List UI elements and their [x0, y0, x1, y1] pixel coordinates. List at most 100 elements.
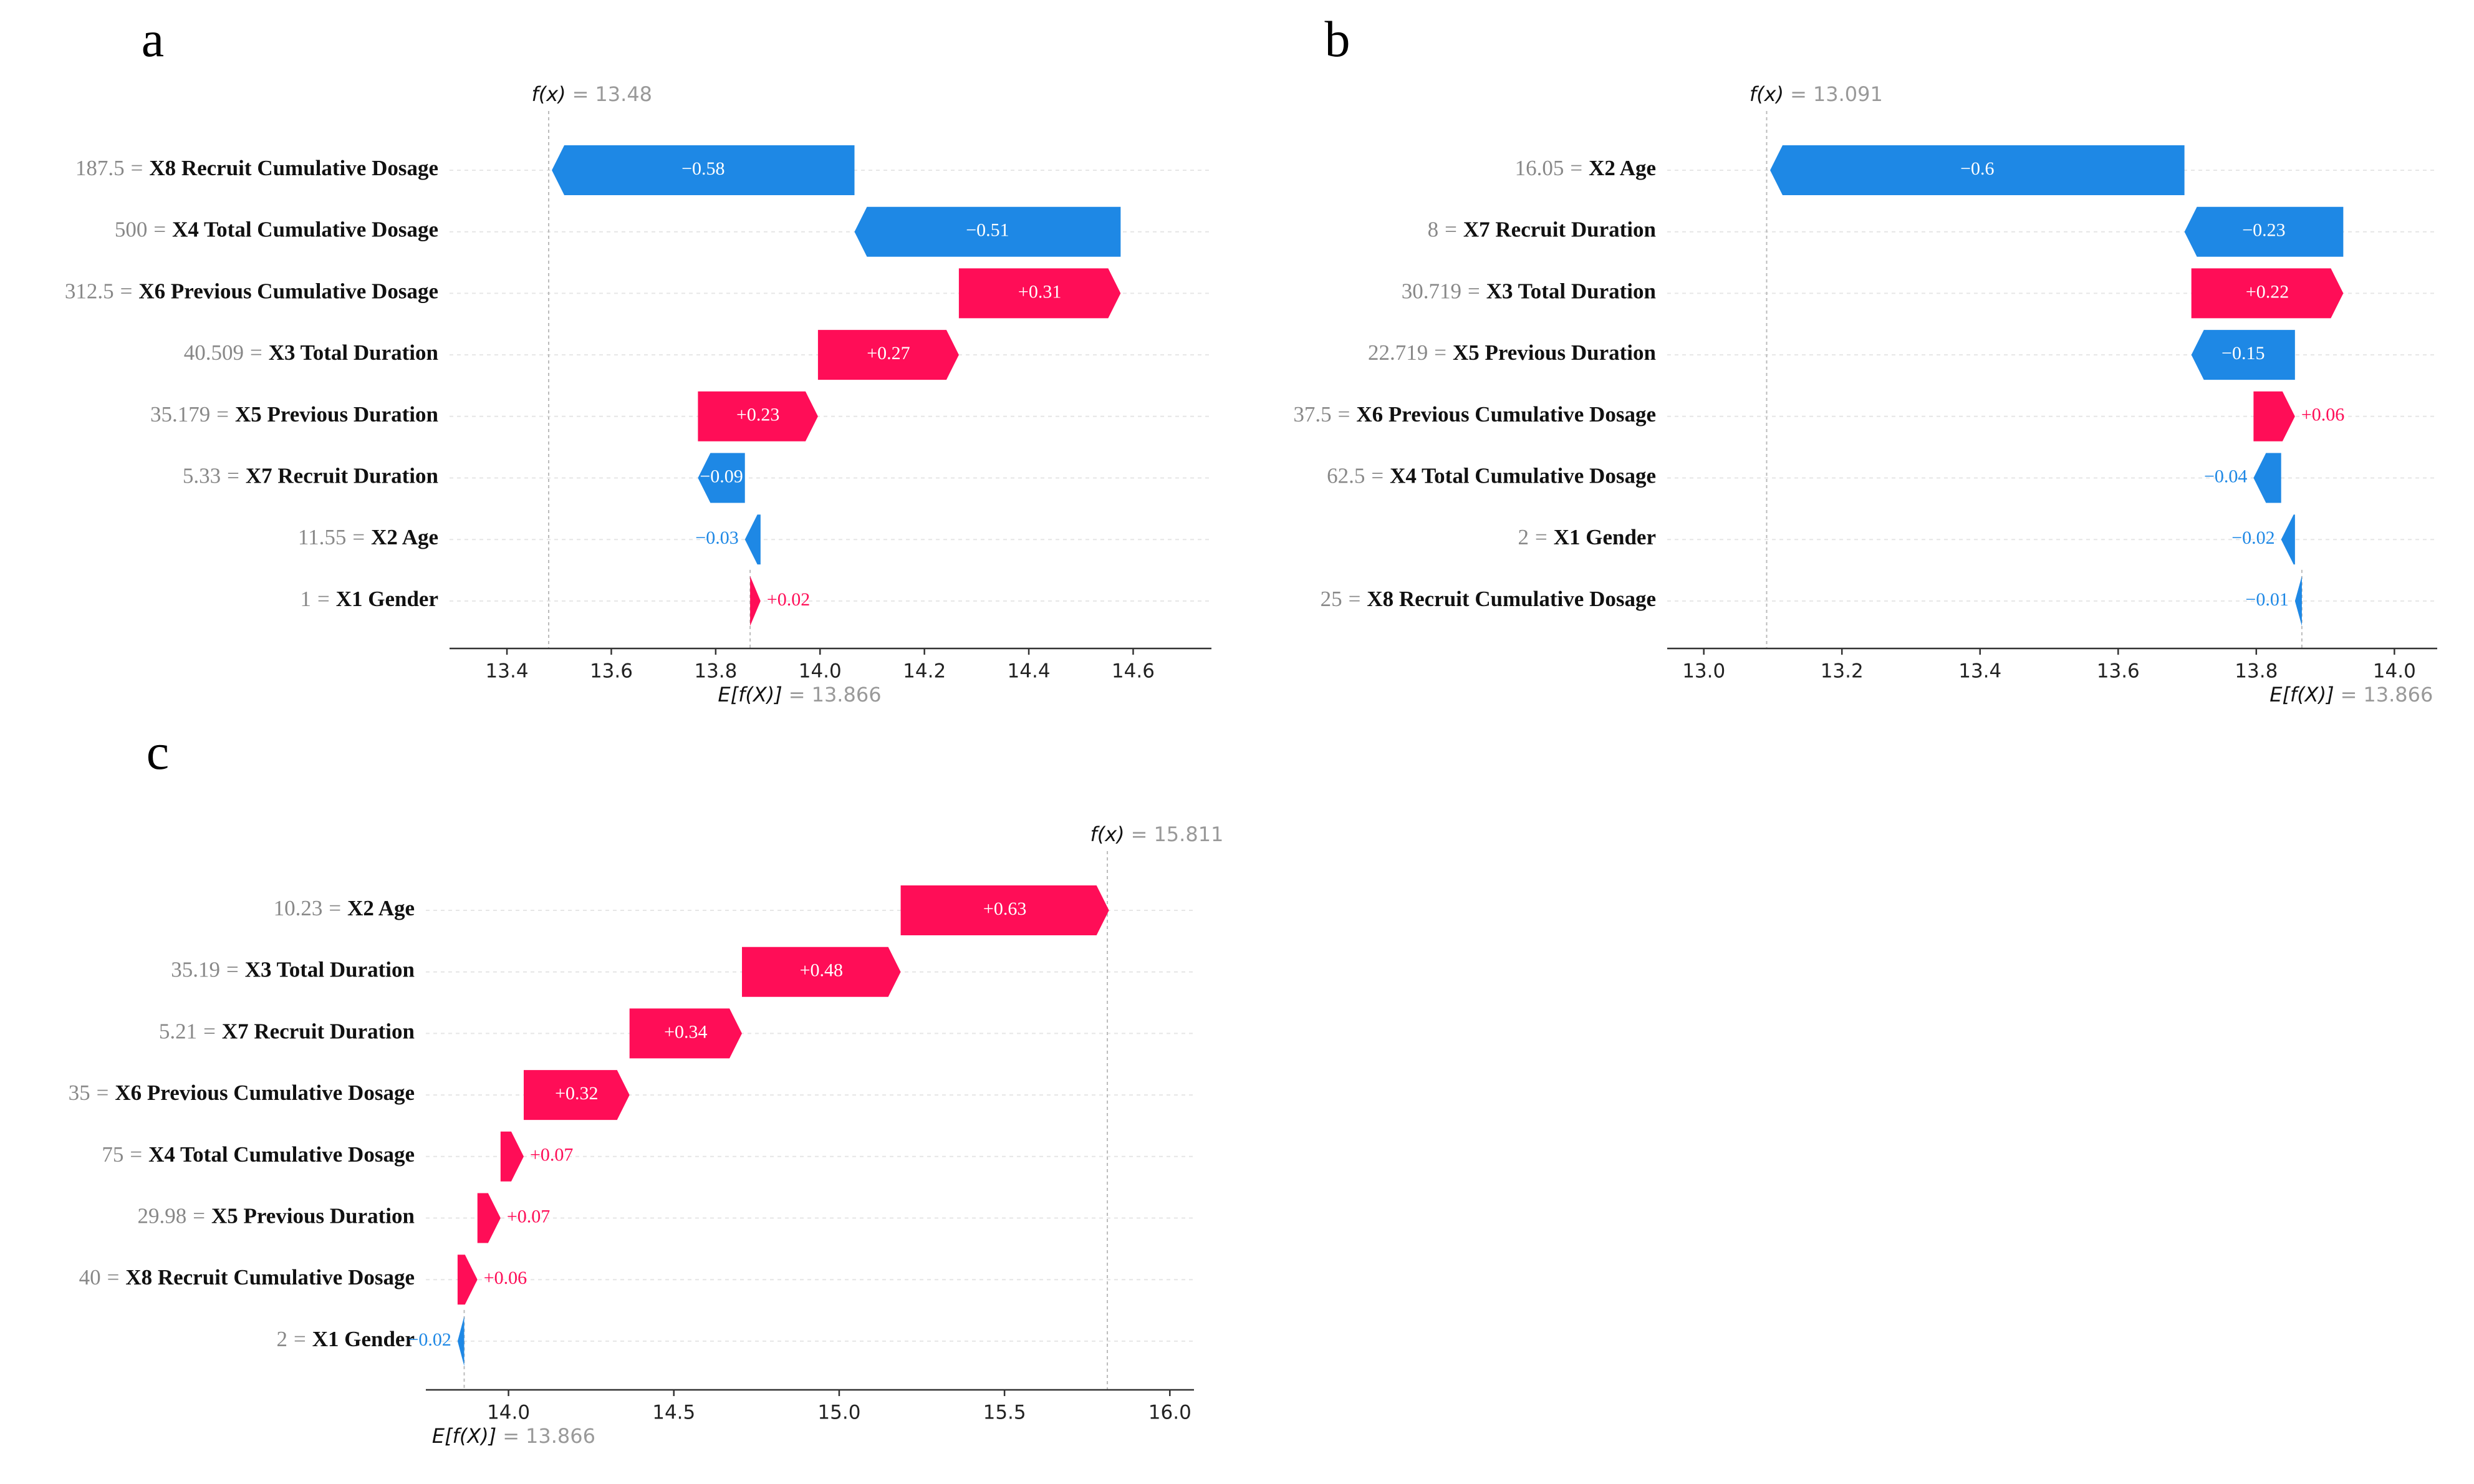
separator: =: [317, 587, 330, 611]
fx-label: f(x) = 13.091: [1750, 82, 1883, 106]
base-name: E[f(X)]: [432, 1424, 496, 1448]
x-tick-label: 14.0: [2373, 660, 2416, 683]
feature-label: 1 = X1 Gender: [300, 587, 438, 611]
feature-name: X1 Gender: [1554, 525, 1656, 549]
feature-value: 35.179: [150, 402, 210, 426]
feature-label: 2 = X1 Gender: [276, 1327, 415, 1351]
value-label: −0.51: [966, 220, 1009, 241]
separator: =: [131, 156, 143, 180]
base-value: 13.866: [526, 1424, 595, 1448]
value-label: +0.07: [530, 1145, 573, 1165]
feature-name: X3 Total Duration: [269, 340, 438, 365]
feature-value: 22.719: [1368, 340, 1428, 365]
bar: [2191, 330, 2295, 380]
x-tick-label: 15.0: [817, 1402, 860, 1424]
feature-name: X6 Previous Cumulative Dosage: [115, 1081, 415, 1105]
feature-label: 29.98 = X5 Previous Duration: [137, 1204, 415, 1228]
feature-label: 5.33 = X7 Recruit Duration: [183, 464, 438, 488]
separator: =: [789, 683, 806, 706]
value-label: −0.03: [695, 528, 738, 548]
fx-label: f(x) = 13.48: [531, 82, 652, 106]
bar: [742, 947, 901, 997]
x-tick-label: 14.6: [1112, 660, 1155, 683]
feature-value: 5.33: [183, 464, 221, 488]
feature-value: 35: [69, 1081, 90, 1105]
value-label: +0.32: [555, 1083, 598, 1104]
feature-value: 16.05: [1515, 156, 1564, 180]
feature-name: X7 Recruit Duration: [1463, 218, 1656, 242]
feature-name: X2 Age: [1589, 156, 1656, 180]
separator: =: [216, 402, 229, 426]
bar: [457, 1316, 464, 1366]
value-label: −0.04: [2204, 466, 2247, 486]
feature-value: 2: [1518, 525, 1529, 549]
feature-name: X4 Total Cumulative Dosage: [148, 1142, 415, 1167]
feature-label: 10.23 = X2 Age: [274, 896, 415, 920]
separator: =: [1349, 587, 1361, 611]
feature-label: 37.5 = X6 Previous Cumulative Dosage: [1293, 402, 1656, 426]
x-tick-label: 13.0: [1682, 660, 1725, 683]
feature-name: X2 Age: [371, 525, 438, 549]
bar: [900, 885, 1109, 935]
feature-name: X3 Total Duration: [245, 958, 415, 982]
feature-value: 187.5: [75, 156, 125, 180]
base-label: E[f(X)] = 13.866: [718, 683, 881, 706]
value-label: −0.01: [2245, 589, 2288, 610]
feature-name: X5 Previous Duration: [235, 402, 438, 426]
value-label: +0.23: [736, 405, 779, 425]
feature-value: 10.23: [274, 896, 323, 920]
feature-value: 1: [300, 587, 311, 611]
feature-value: 35.19: [171, 958, 220, 982]
bar: [2253, 391, 2295, 441]
feature-value: 62.5: [1327, 464, 1365, 488]
feature-name: X8 Recruit Cumulative Dosage: [1367, 587, 1656, 611]
bar: [854, 206, 1121, 257]
bar: [2191, 268, 2344, 319]
x-tick-label: 16.0: [1148, 1402, 1191, 1424]
separator: =: [1434, 340, 1446, 365]
fx-label: f(x) = 15.811: [1090, 822, 1223, 846]
feature-name: X1 Gender: [312, 1327, 415, 1351]
bar: [523, 1070, 630, 1120]
separator: =: [97, 1081, 109, 1105]
bar: [457, 1255, 478, 1305]
separator: =: [250, 340, 262, 365]
separator: =: [1445, 218, 1457, 242]
separator: =: [203, 1019, 216, 1043]
feature-name: X4 Total Cumulative Dosage: [172, 218, 438, 242]
feature-name: X4 Total Cumulative Dosage: [1390, 464, 1656, 488]
feature-name: X8 Recruit Cumulative Dosage: [125, 1265, 415, 1289]
panel-label: b: [1325, 11, 1350, 67]
value-label: +0.34: [664, 1021, 707, 1042]
value-label: +0.31: [1018, 281, 1061, 302]
feature-name: X5 Previous Duration: [1453, 340, 1656, 365]
separator: =: [1468, 279, 1480, 303]
x-tick-label: 14.0: [487, 1402, 530, 1424]
feature-label: 22.719 = X5 Previous Duration: [1368, 340, 1656, 365]
feature-value: 312.5: [65, 279, 114, 303]
x-tick-label: 14.4: [1008, 660, 1051, 683]
separator: =: [193, 1204, 205, 1228]
feature-value: 40: [79, 1265, 101, 1289]
x-tick-label: 14.0: [799, 660, 842, 683]
separator: =: [1131, 822, 1148, 846]
feature-label: 500 = X4 Total Cumulative Dosage: [115, 218, 438, 242]
fx-value: 13.091: [1813, 82, 1883, 106]
bar: [1770, 145, 2185, 195]
feature-value: 30.719: [1402, 279, 1461, 303]
feature-label: 5.21 = X7 Recruit Duration: [159, 1019, 415, 1043]
feature-value: 29.98: [137, 1204, 186, 1228]
value-label: +0.06: [484, 1268, 527, 1288]
feature-name: X1 Gender: [336, 587, 438, 611]
base-value: 13.866: [2363, 683, 2433, 706]
x-tick-label: 13.6: [590, 660, 633, 683]
separator: =: [120, 279, 133, 303]
bar: [2184, 206, 2344, 257]
feature-value: 25: [1321, 587, 1342, 611]
separator: =: [107, 1265, 120, 1289]
separator: =: [130, 1142, 142, 1167]
